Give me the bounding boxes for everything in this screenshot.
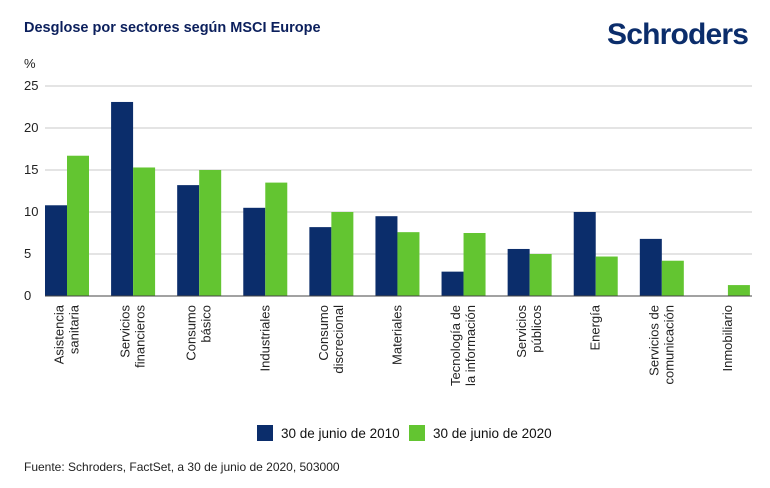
- x-category-label: Asistenciasanitaria: [52, 304, 82, 364]
- legend-swatch-2020: [409, 425, 425, 441]
- bar-2010: [177, 185, 200, 296]
- bar-2010: [243, 207, 266, 296]
- bar-2010: [45, 205, 67, 296]
- y-tick-label: 20: [24, 120, 38, 135]
- bar-2020: [133, 167, 156, 296]
- x-category-label: Consumodiscrecional: [316, 305, 346, 374]
- legend: 30 de junio de 2010 30 de junio de 2020: [257, 425, 552, 441]
- x-axis-category-labels: Asistenciasanitaria Serviciosfinancieros C…: [52, 304, 735, 386]
- bar-2010: [309, 227, 332, 296]
- bar-2020: [199, 170, 222, 296]
- x-category-label: Serviciospúblicos: [514, 305, 544, 358]
- x-category-label: Materiales: [389, 305, 404, 365]
- x-category-label: Inmobiliario: [720, 305, 735, 371]
- bar-2010: [375, 216, 398, 296]
- bar-2010: [639, 238, 662, 296]
- bar-2010: [507, 248, 530, 296]
- chart-title: Desglose por sectores según MSCI Europe: [24, 20, 321, 36]
- bar-2020: [67, 155, 89, 296]
- x-category-label: Servicios decomunicación: [646, 305, 676, 385]
- y-tick-label: 5: [24, 246, 31, 261]
- bar-2020: [727, 285, 750, 296]
- bar-2020: [397, 232, 420, 296]
- bars: [45, 101, 750, 297]
- x-category-label: Tecnología dela información: [448, 305, 478, 386]
- bar-2020: [595, 256, 618, 296]
- bar-2020: [529, 254, 552, 296]
- y-tick-label: 15: [24, 162, 38, 177]
- x-category-label: Serviciosfinancieros: [118, 305, 148, 368]
- bar-2020: [463, 233, 486, 296]
- legend-swatch-2010: [257, 425, 273, 441]
- bar-2020: [265, 182, 288, 296]
- bar-2010: [573, 212, 596, 296]
- legend-label-2020: 30 de junio de 2020: [433, 426, 552, 441]
- schroders-logo: Schroders: [607, 18, 749, 51]
- y-axis-unit-label: %: [24, 56, 36, 71]
- x-category-label: Consumobásico: [184, 305, 214, 361]
- y-tick-label: 25: [24, 78, 38, 93]
- legend-label-2010: 30 de junio de 2010: [281, 426, 400, 441]
- x-category-label: Energía: [588, 304, 603, 350]
- bar-2010: [441, 271, 464, 296]
- bar-2010: [111, 101, 134, 297]
- source-note: Fuente: Schroders, FactSet, a 30 de juni…: [24, 460, 340, 474]
- y-axis-ticks: 0 5 10 15 20 25: [24, 78, 38, 303]
- y-tick-label: 10: [24, 204, 38, 219]
- bar-2020: [331, 212, 354, 296]
- bar-2020: [661, 260, 684, 296]
- y-tick-label: 0: [24, 288, 31, 303]
- x-category-label: Industriales: [257, 305, 272, 372]
